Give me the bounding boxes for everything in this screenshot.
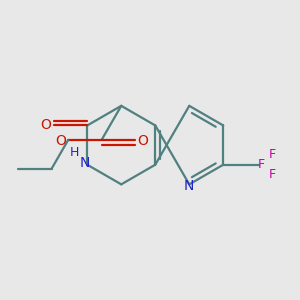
Text: N: N xyxy=(80,156,91,170)
Text: F: F xyxy=(258,158,265,171)
Text: F: F xyxy=(269,168,276,181)
Text: O: O xyxy=(55,134,66,148)
Text: H: H xyxy=(70,146,79,159)
Text: O: O xyxy=(40,118,52,133)
Text: O: O xyxy=(137,134,148,148)
Text: N: N xyxy=(184,179,194,193)
Text: F: F xyxy=(269,148,276,161)
